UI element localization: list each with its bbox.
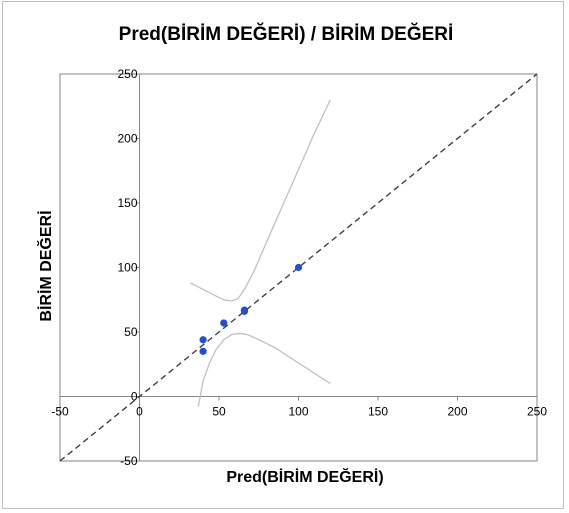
plot-area-border [59, 73, 538, 462]
lower-confidence-band [197, 332, 331, 407]
chart-frame [2, 1, 564, 509]
confidence-bands [190, 99, 331, 407]
x-axis-title: Pred(BİRİM DEĞERİ) [226, 467, 383, 486]
data-point [240, 306, 249, 314]
x-tick-label: 100 [288, 405, 308, 419]
data-point [199, 347, 207, 355]
y-axis-title: BİRİM DEĞERİ [36, 210, 55, 321]
x-tick-label: -50 [51, 405, 69, 419]
y-tick-labels: -50 0 50 100 150 200 250 [117, 67, 137, 468]
y-tick-label: 200 [117, 132, 137, 146]
x-tick-label: 0 [136, 405, 143, 419]
x-tick-label: 250 [527, 405, 547, 419]
x-tick-label: 200 [447, 405, 467, 419]
data-points [199, 263, 303, 355]
data-point [220, 319, 228, 327]
y-tick-label: 100 [117, 261, 137, 275]
chart-title: Pred(BİRİM DEĞERİ) / BİRİM DEĞERİ [119, 23, 454, 45]
x-tick-labels: -50 0 50 100 150 200 250 [51, 405, 547, 419]
data-point [294, 263, 303, 272]
upper-confidence-band [190, 99, 331, 302]
x-tick-label: 50 [212, 405, 226, 419]
y-tick-label: 50 [124, 325, 138, 339]
y-tick-label: 250 [117, 67, 137, 81]
y-tick-label: -50 [120, 454, 138, 468]
y-tick-label: 150 [117, 196, 137, 210]
x-tick-label: 150 [368, 405, 388, 419]
y-tick-label: 0 [131, 390, 138, 404]
identity-line [59, 73, 538, 462]
identity-line-group [59, 73, 538, 462]
data-point [199, 336, 207, 344]
